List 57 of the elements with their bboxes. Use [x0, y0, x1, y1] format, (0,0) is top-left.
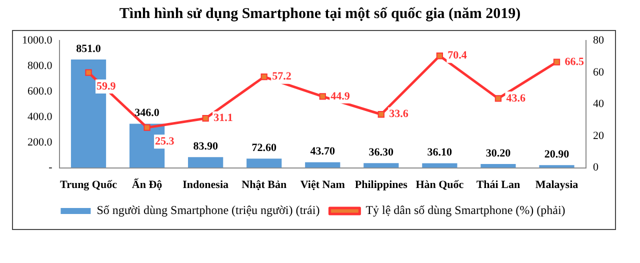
data-label: 851.0	[76, 42, 102, 55]
x-tick-label: Indonesia	[182, 179, 229, 192]
point	[85, 69, 92, 76]
bar	[188, 157, 224, 168]
x-tick-label: Nhật Bản	[242, 179, 287, 192]
y2-tick-label: 60	[593, 66, 604, 78]
point	[553, 58, 560, 66]
bar	[246, 158, 282, 168]
x-tick-label: Hàn Quốc	[416, 179, 464, 192]
point	[260, 74, 268, 80]
legend-label: Số người dùng Smartphone (triệu người) (trái)	[96, 203, 320, 218]
x-tick-label: Philippines	[354, 179, 408, 192]
data-label: 70.4	[448, 50, 468, 62]
bar	[480, 164, 516, 168]
data-label: 43.6	[506, 92, 526, 104]
data-label: 36.30	[368, 146, 394, 159]
data-label: 20.90	[544, 148, 570, 160]
y-tick-label: 400.0	[28, 110, 53, 123]
y2-tick-label: 80	[593, 34, 604, 46]
bar	[305, 162, 340, 168]
y-tick-label: 600.0	[28, 85, 53, 98]
data-label: 57.2	[272, 70, 292, 83]
data-label: 72.60	[252, 142, 277, 154]
data-label: 83.90	[193, 140, 218, 152]
y2-tick-label: 0	[593, 162, 599, 174]
y-tick-label: 200.0	[28, 136, 53, 148]
data-label: 30.20	[486, 147, 512, 160]
data-label: 346.0	[134, 107, 160, 120]
data-label: 36.10	[427, 146, 453, 159]
bar	[364, 163, 399, 168]
x-tick-label: Thái Lan	[476, 179, 520, 192]
y-tick-label: 800.0	[28, 60, 53, 72]
point	[319, 93, 326, 100]
x-tick-label: Việt Nam	[300, 179, 345, 192]
bar	[422, 163, 458, 168]
data-label: 31.1	[214, 112, 233, 124]
y2-tick-label: 20	[593, 130, 604, 142]
chart-title: Tình hình sử dụng Smartphone tại một số quốc gia (năm 2019)	[118, 6, 522, 23]
x-tick-label: Trung Quốc	[60, 179, 118, 192]
data-label: 44.9	[330, 90, 350, 102]
data-label: 25.3	[155, 135, 175, 148]
y-tick-label: -	[48, 162, 53, 174]
point	[202, 115, 209, 122]
point	[378, 111, 384, 118]
data-label: 43.70	[310, 146, 336, 158]
y-tick-label: 1000.0	[22, 34, 53, 46]
legend-label: Tỷ lệ dân số dùng Smartphone (%) (phải)	[366, 203, 566, 218]
data-label: 59.9	[96, 80, 116, 92]
point	[144, 124, 150, 131]
data-label: 66.5	[564, 56, 584, 68]
y2-tick-label: 40	[593, 98, 604, 110]
bar	[539, 165, 574, 168]
point	[436, 52, 444, 60]
x-tick-label: Ấn Độ	[132, 178, 163, 192]
data-label: 33.6	[389, 108, 409, 120]
x-tick-label: Malaysia	[535, 179, 579, 192]
point	[494, 95, 502, 102]
